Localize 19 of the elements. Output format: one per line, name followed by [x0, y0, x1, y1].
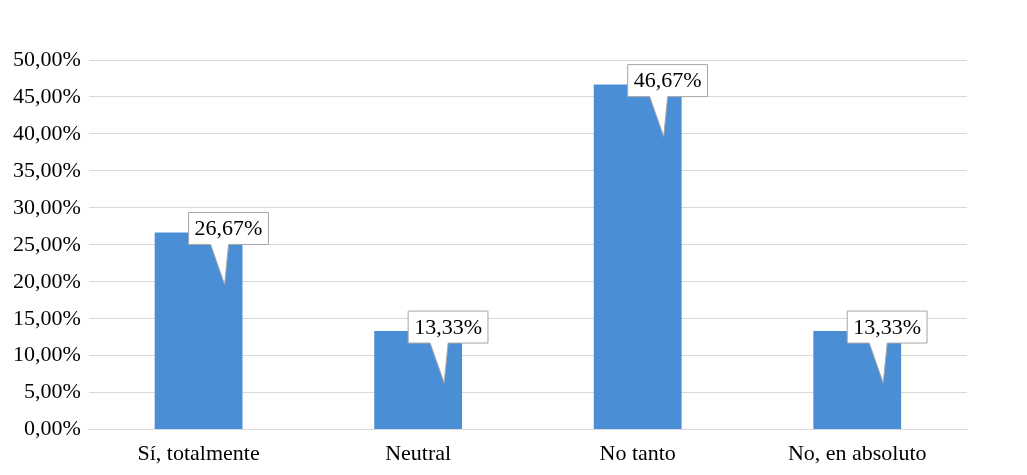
x-tick-label: No, en absoluto	[787, 439, 927, 465]
y-tick-label: 5,00%	[24, 378, 81, 404]
y-tick-label: 35,00%	[13, 156, 81, 182]
data-label: 13,33%	[414, 313, 482, 339]
y-tick-label: 30,00%	[13, 193, 81, 219]
data-label: 26,67%	[194, 215, 263, 241]
y-tick-label: 45,00%	[13, 82, 81, 108]
data-label: 46,67%	[633, 67, 702, 93]
y-tick-label: 0,00%	[24, 415, 81, 441]
x-tick-label: No tanto	[599, 439, 676, 465]
y-tick-label: 10,00%	[13, 341, 81, 367]
y-tick-label: 15,00%	[13, 304, 81, 330]
y-tick-label: 40,00%	[13, 119, 81, 145]
data-label: 13,33%	[853, 313, 922, 339]
x-tick-label: Neutral	[385, 439, 452, 465]
y-tick-label: 25,00%	[13, 230, 81, 256]
y-tick-label: 20,00%	[13, 267, 81, 293]
x-tick-label: Sí, totalmente	[137, 439, 260, 465]
y-tick-label: 50,00%	[13, 45, 81, 71]
